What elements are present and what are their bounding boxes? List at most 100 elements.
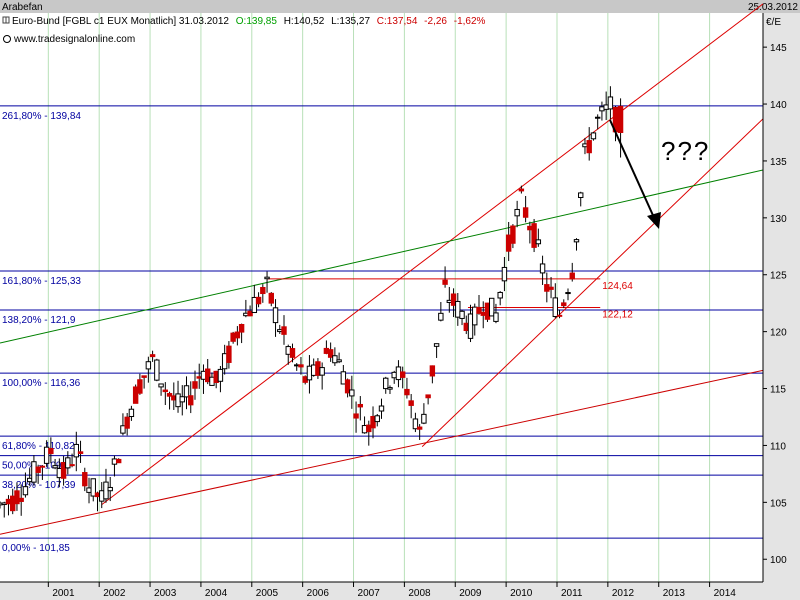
- x-tick-label: 2002: [103, 588, 126, 599]
- title-bar: [0, 0, 800, 13]
- candle-up: [489, 297, 495, 317]
- candle-up: [438, 312, 444, 321]
- candle-up: [73, 443, 79, 458]
- candle-down: [531, 223, 537, 248]
- svg-text:Euro-Bund [FGBL c1 EUX Monatl: Euro-Bund [FGBL c1 EUX Monatlich] 31.03.…: [12, 16, 486, 27]
- candle-up: [594, 116, 601, 119]
- candle-down: [357, 403, 364, 408]
- candle-down: [77, 451, 84, 454]
- candle-down: [69, 464, 75, 467]
- candle-down: [268, 292, 274, 304]
- candle-down: [476, 306, 482, 314]
- candle-up: [349, 389, 355, 397]
- candle-up: [90, 478, 96, 497]
- candle-down: [14, 490, 20, 505]
- candle-down: [234, 331, 241, 339]
- candle-down: [353, 413, 359, 419]
- candle-down: [255, 296, 262, 305]
- fib-label: 61,80% - 110,82: [2, 441, 75, 452]
- candle-down: [247, 310, 253, 317]
- candle-down: [586, 140, 592, 154]
- candle-down: [425, 394, 431, 399]
- trendline-channel_lower: [421, 118, 764, 447]
- y-tick-label: 110: [770, 441, 786, 452]
- x-tick-label: 2014: [714, 588, 737, 599]
- change-pct-value: -1,62%: [454, 16, 486, 27]
- candle-down: [124, 416, 130, 429]
- y-tick-label: 140: [770, 100, 787, 111]
- y-tick-label: 130: [770, 214, 787, 225]
- candle-up: [578, 192, 584, 198]
- candle-up: [590, 132, 597, 140]
- candle-down: [35, 466, 41, 473]
- candle-up: [573, 239, 580, 243]
- candle-down: [82, 472, 88, 487]
- candle-up: [52, 465, 58, 469]
- candle-down: [518, 188, 525, 192]
- candle-down: [404, 388, 410, 396]
- candle-up: [272, 307, 279, 324]
- high-value: H:140,52: [284, 16, 325, 27]
- candle-up: [319, 367, 325, 376]
- candle-up: [158, 383, 164, 388]
- candle-down: [162, 389, 169, 393]
- fib-label: 38,20% - 107,39: [2, 480, 76, 491]
- y-tick-label: 115: [770, 385, 786, 396]
- candle-down: [561, 302, 567, 307]
- candle-down: [510, 225, 516, 244]
- y-axis: 100 105 110 115 120 125 130 135 140 145: [763, 43, 787, 566]
- x-axis: 2001 2002 2003 2004 2005 2006 2007 2008 2009 2010…: [47, 582, 737, 599]
- candle-down: [281, 326, 287, 335]
- candle-down: [132, 386, 139, 404]
- candle-up: [493, 312, 499, 322]
- question-annotation: ???: [661, 136, 710, 166]
- candle-up: [22, 486, 29, 496]
- y-tick-label: 105: [770, 498, 787, 509]
- x-axis-panel: [0, 582, 763, 600]
- x-tick-label: 2008: [408, 588, 431, 599]
- candle-up: [217, 368, 224, 382]
- candle-up: [383, 377, 389, 390]
- candle-up: [179, 396, 185, 403]
- candle-up: [387, 387, 393, 390]
- candle-down: [617, 105, 624, 133]
- copyright-icon: [3, 35, 11, 43]
- candle-down: [556, 314, 563, 317]
- candle-up: [340, 371, 347, 385]
- candle-up: [514, 208, 520, 217]
- y-tick-label: 135: [770, 157, 787, 168]
- x-tick-label: 2010: [510, 588, 533, 599]
- candle-down: [416, 426, 423, 430]
- y-tick-label: 100: [770, 555, 787, 566]
- window-title: Arabefan: [2, 2, 43, 13]
- candle-down: [39, 465, 46, 468]
- candle-down: [370, 415, 376, 429]
- fib-label: 100,00% - 116,36: [2, 378, 81, 389]
- candle-up: [535, 239, 542, 245]
- candle-down: [238, 324, 245, 333]
- y-tick-label: 125: [770, 271, 787, 282]
- candle-up: [65, 457, 71, 469]
- candle-down: [522, 207, 529, 218]
- y-axis-panel: [763, 13, 800, 600]
- candles-layer: [0, 86, 624, 518]
- trendline-layer: 124,64 122,12: [0, 3, 764, 535]
- candle-down: [442, 279, 448, 285]
- x-tick-label: 2001: [52, 588, 75, 599]
- y-tick-label: 120: [770, 328, 787, 339]
- candle-up: [145, 361, 152, 370]
- candle-up: [378, 405, 385, 412]
- candle-up: [472, 306, 478, 326]
- candle-down: [548, 286, 554, 290]
- trendline-channel_upper: [101, 3, 764, 506]
- close-value: C:137,54: [377, 16, 418, 27]
- candle-up: [128, 408, 135, 418]
- change-value: -2,26: [424, 16, 447, 27]
- candle-up: [565, 292, 571, 295]
- instrument-label: Euro-Bund [FGBL c1 EUX Monatlich] 31.03.…: [12, 16, 229, 27]
- plot-area: [0, 13, 763, 582]
- x-tick-label: 2004: [205, 588, 228, 599]
- candle-up: [154, 359, 160, 381]
- candle-down: [60, 461, 67, 479]
